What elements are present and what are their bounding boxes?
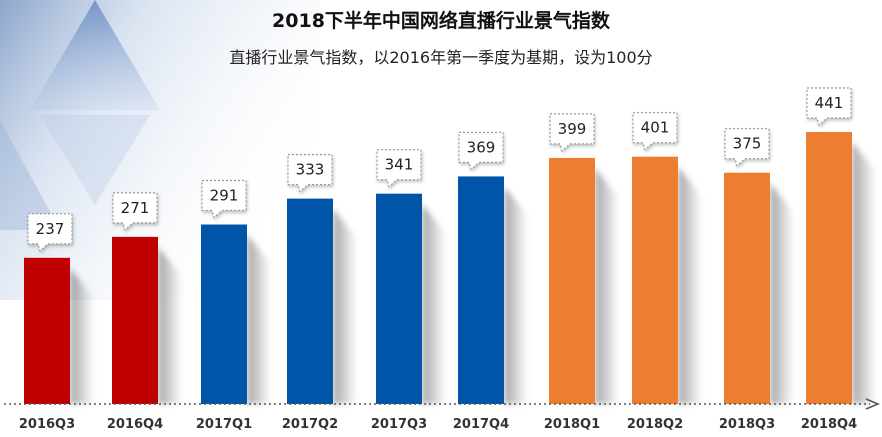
- x-tick-label: 2017Q4: [453, 417, 509, 432]
- data-label: 441: [815, 94, 844, 112]
- value-callout: 291: [201, 179, 247, 219]
- x-tick-label: 2018Q2: [627, 417, 683, 432]
- bar-shadow: [852, 142, 876, 404]
- bar-2018Q2: [632, 156, 678, 404]
- data-label: 399: [558, 120, 587, 138]
- x-axis-arrow-icon: [865, 398, 880, 410]
- data-label: 333: [296, 161, 325, 179]
- data-label: 341: [385, 156, 414, 174]
- callout-box: [724, 128, 770, 167]
- bar-2017Q3: [376, 193, 422, 404]
- x-axis: [4, 398, 880, 410]
- bar-shadow: [422, 203, 446, 404]
- bar-2017Q2: [287, 198, 333, 404]
- x-tick-label: 2016Q3: [19, 417, 75, 432]
- bar-2016Q3: [24, 257, 70, 404]
- data-label: 237: [36, 220, 65, 238]
- value-callout: 369: [458, 131, 504, 171]
- bar-shadow: [595, 167, 619, 404]
- bar-2017Q1: [201, 224, 247, 404]
- bar-2018Q1: [549, 157, 595, 404]
- x-tick-label: 2018Q4: [801, 417, 857, 432]
- data-label: 401: [641, 119, 670, 137]
- bar-shadows: [70, 142, 876, 404]
- value-callout: 401: [632, 112, 678, 151]
- x-tick-label: 2018Q3: [719, 417, 775, 432]
- callout-box: [112, 192, 158, 231]
- x-tick-label: 2017Q1: [196, 417, 252, 432]
- value-callout: 333: [287, 154, 333, 193]
- bar-shadow: [70, 267, 94, 404]
- x-tick-label: 2018Q1: [544, 417, 600, 432]
- chart-title: 2018下半年中国网络直播行业景气指数: [272, 10, 610, 32]
- callout-box: [201, 179, 247, 219]
- x-tick-label: 2017Q3: [371, 417, 427, 432]
- data-label: 291: [210, 187, 239, 205]
- callout-box: [549, 113, 595, 152]
- value-callouts: 237 271 291 333 341 369 399 401 375 441: [27, 87, 852, 252]
- value-callout: 237: [27, 213, 73, 252]
- bar-shadow: [504, 186, 528, 404]
- callout-box: [458, 131, 504, 171]
- data-label: 369: [467, 138, 496, 156]
- value-callout: 441: [806, 87, 852, 127]
- callout-box: [27, 213, 73, 252]
- bar-shadow: [678, 166, 702, 404]
- bar-2017Q4: [458, 176, 504, 404]
- callout-box: [632, 112, 678, 151]
- value-callout: 341: [376, 149, 422, 188]
- bar-shadow: [247, 234, 271, 404]
- bars: [24, 132, 852, 404]
- value-callout: 375: [724, 128, 770, 167]
- x-tick-labels: 2016Q3 2016Q4 2017Q1 2017Q2 2017Q3 2017Q4 2018…: [19, 417, 857, 432]
- data-label: 271: [121, 199, 150, 217]
- bar-shadow: [158, 246, 182, 404]
- bar-2016Q4: [112, 236, 158, 404]
- x-tick-label: 2016Q4: [107, 417, 163, 432]
- bar-shadow: [333, 208, 357, 404]
- data-label: 375: [733, 135, 762, 153]
- x-tick-label: 2017Q2: [282, 417, 338, 432]
- callout-box: [806, 87, 852, 127]
- bar-2018Q4: [806, 132, 852, 404]
- value-callout: 271: [112, 192, 158, 231]
- chart-subtitle: 直播行业景气指数，以2016年第一季度为基期，设为100分: [229, 48, 653, 67]
- callout-box: [376, 149, 422, 188]
- bar-shadow: [770, 182, 794, 404]
- value-callout: 399: [549, 113, 595, 152]
- bar-2018Q3: [724, 172, 770, 404]
- callout-box: [287, 154, 333, 193]
